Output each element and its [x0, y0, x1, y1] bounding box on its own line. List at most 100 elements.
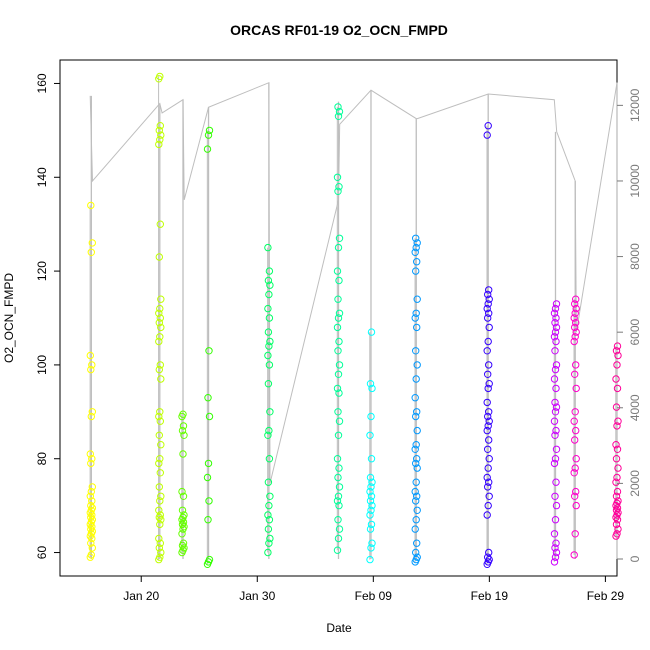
- data-point: [485, 436, 493, 444]
- y2-tick-label-6: 12000: [628, 88, 642, 122]
- data-point: [413, 295, 421, 303]
- data-point: [264, 351, 272, 360]
- data-point: [265, 426, 273, 435]
- data-point: [551, 553, 560, 561]
- data-point: [366, 555, 374, 564]
- data-point: [335, 234, 344, 243]
- data-point: [572, 455, 580, 463]
- data-point: [155, 337, 163, 346]
- data-point: [485, 548, 493, 557]
- data-point: [484, 290, 492, 299]
- data-point: [550, 309, 559, 317]
- data-point: [156, 511, 165, 519]
- data-point: [156, 520, 164, 529]
- data-point: [572, 426, 580, 435]
- data-point: [551, 365, 560, 374]
- points-layer: [86, 72, 622, 568]
- data-point: [572, 361, 580, 369]
- data-point: [156, 497, 164, 505]
- data-point: [483, 398, 491, 407]
- data-point: [552, 478, 560, 486]
- data-point: [572, 328, 580, 336]
- data-point: [485, 323, 493, 332]
- data-point: [552, 501, 561, 510]
- data-point: [551, 398, 559, 407]
- data-point: [413, 408, 421, 416]
- data-point: [366, 525, 375, 533]
- data-point: [612, 520, 621, 529]
- data-point: [572, 384, 580, 393]
- data-point: [179, 450, 187, 458]
- data-point: [550, 459, 559, 468]
- x-tick-label-4: Feb 29: [587, 589, 625, 603]
- data-point: [86, 450, 95, 458]
- data-point: [180, 511, 188, 519]
- data-point: [411, 445, 419, 453]
- data-point: [614, 464, 622, 472]
- data-point: [367, 492, 376, 500]
- data-point: [413, 553, 421, 561]
- data-point: [612, 492, 621, 500]
- data-point: [570, 417, 578, 425]
- x-tick-label-0: Jan 20: [123, 589, 159, 603]
- data-point: [413, 323, 421, 332]
- data-point: [87, 201, 95, 210]
- data-point: [335, 107, 344, 116]
- y2-tick-label-1: 2000: [628, 470, 642, 497]
- data-point: [571, 300, 579, 308]
- data-point: [484, 412, 492, 421]
- x-axis-label: Date: [326, 621, 352, 635]
- data-point: [204, 459, 213, 468]
- data-point: [157, 375, 165, 383]
- y-tick-label-5: 160: [35, 73, 49, 93]
- data-point: [552, 403, 561, 411]
- data-point: [550, 558, 559, 566]
- data-point: [612, 455, 621, 463]
- data-point: [88, 497, 96, 505]
- data-point: [333, 173, 342, 182]
- data-point: [570, 314, 578, 322]
- data-point: [334, 431, 343, 439]
- y2-tick-label-5: 10000: [628, 164, 642, 198]
- data-point: [411, 487, 419, 496]
- data-point: [412, 441, 420, 449]
- data-point: [413, 239, 421, 247]
- data-point: [483, 426, 491, 435]
- data-point: [156, 220, 165, 228]
- data-point: [334, 473, 342, 482]
- y-tick-label-0: 60: [35, 546, 49, 560]
- data-point: [335, 464, 343, 472]
- data-point: [551, 431, 559, 439]
- data-point: [570, 469, 578, 477]
- data-point: [366, 431, 374, 439]
- data-point: [613, 445, 622, 453]
- data-point: [551, 492, 559, 500]
- data-point: [264, 380, 273, 388]
- data-point: [413, 426, 421, 435]
- data-point: [485, 408, 493, 416]
- y-tick-label-3: 120: [35, 261, 49, 281]
- data-point: [485, 309, 493, 317]
- data-point: [156, 304, 164, 313]
- y-tick-label-1: 80: [35, 452, 49, 466]
- data-point: [367, 506, 375, 514]
- data-point: [552, 361, 561, 369]
- data-point: [87, 551, 96, 559]
- data-point: [179, 539, 188, 547]
- data-point: [87, 539, 95, 547]
- data-point: [155, 140, 163, 149]
- data-point: [483, 304, 491, 313]
- data-point: [412, 516, 420, 524]
- y2-axis: 0 2000 4000 6000 8000 10000 12000: [617, 88, 642, 562]
- data-point: [156, 469, 165, 477]
- data-point: [485, 295, 493, 303]
- data-point: [157, 441, 165, 449]
- data-point: [265, 314, 274, 322]
- data-point: [612, 441, 620, 449]
- data-point: [334, 314, 343, 322]
- data-point: [179, 422, 188, 430]
- data-point: [571, 408, 579, 416]
- data-point: [550, 375, 559, 383]
- x-tick-label-3: Feb 19: [471, 589, 509, 603]
